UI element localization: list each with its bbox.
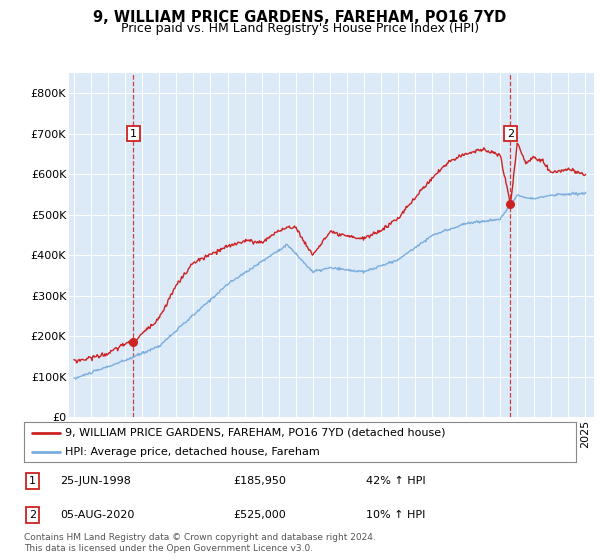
Text: 42% ↑ HPI: 42% ↑ HPI xyxy=(366,476,426,486)
Text: 10% ↑ HPI: 10% ↑ HPI xyxy=(366,510,425,520)
Text: Price paid vs. HM Land Registry's House Price Index (HPI): Price paid vs. HM Land Registry's House … xyxy=(121,22,479,35)
Text: 25-JUN-1998: 25-JUN-1998 xyxy=(60,476,131,486)
Text: 1: 1 xyxy=(130,129,137,138)
Text: Contains HM Land Registry data © Crown copyright and database right 2024.
This d: Contains HM Land Registry data © Crown c… xyxy=(24,533,376,553)
Text: 2: 2 xyxy=(507,129,514,138)
Text: £525,000: £525,000 xyxy=(234,510,287,520)
Text: 9, WILLIAM PRICE GARDENS, FAREHAM, PO16 7YD (detached house): 9, WILLIAM PRICE GARDENS, FAREHAM, PO16 … xyxy=(65,428,446,438)
Text: HPI: Average price, detached house, Fareham: HPI: Average price, detached house, Fare… xyxy=(65,447,320,457)
Text: £185,950: £185,950 xyxy=(234,476,287,486)
Text: 2: 2 xyxy=(29,510,36,520)
Text: 05-AUG-2020: 05-AUG-2020 xyxy=(60,510,134,520)
Text: 1: 1 xyxy=(29,476,36,486)
Text: 9, WILLIAM PRICE GARDENS, FAREHAM, PO16 7YD: 9, WILLIAM PRICE GARDENS, FAREHAM, PO16 … xyxy=(94,10,506,25)
